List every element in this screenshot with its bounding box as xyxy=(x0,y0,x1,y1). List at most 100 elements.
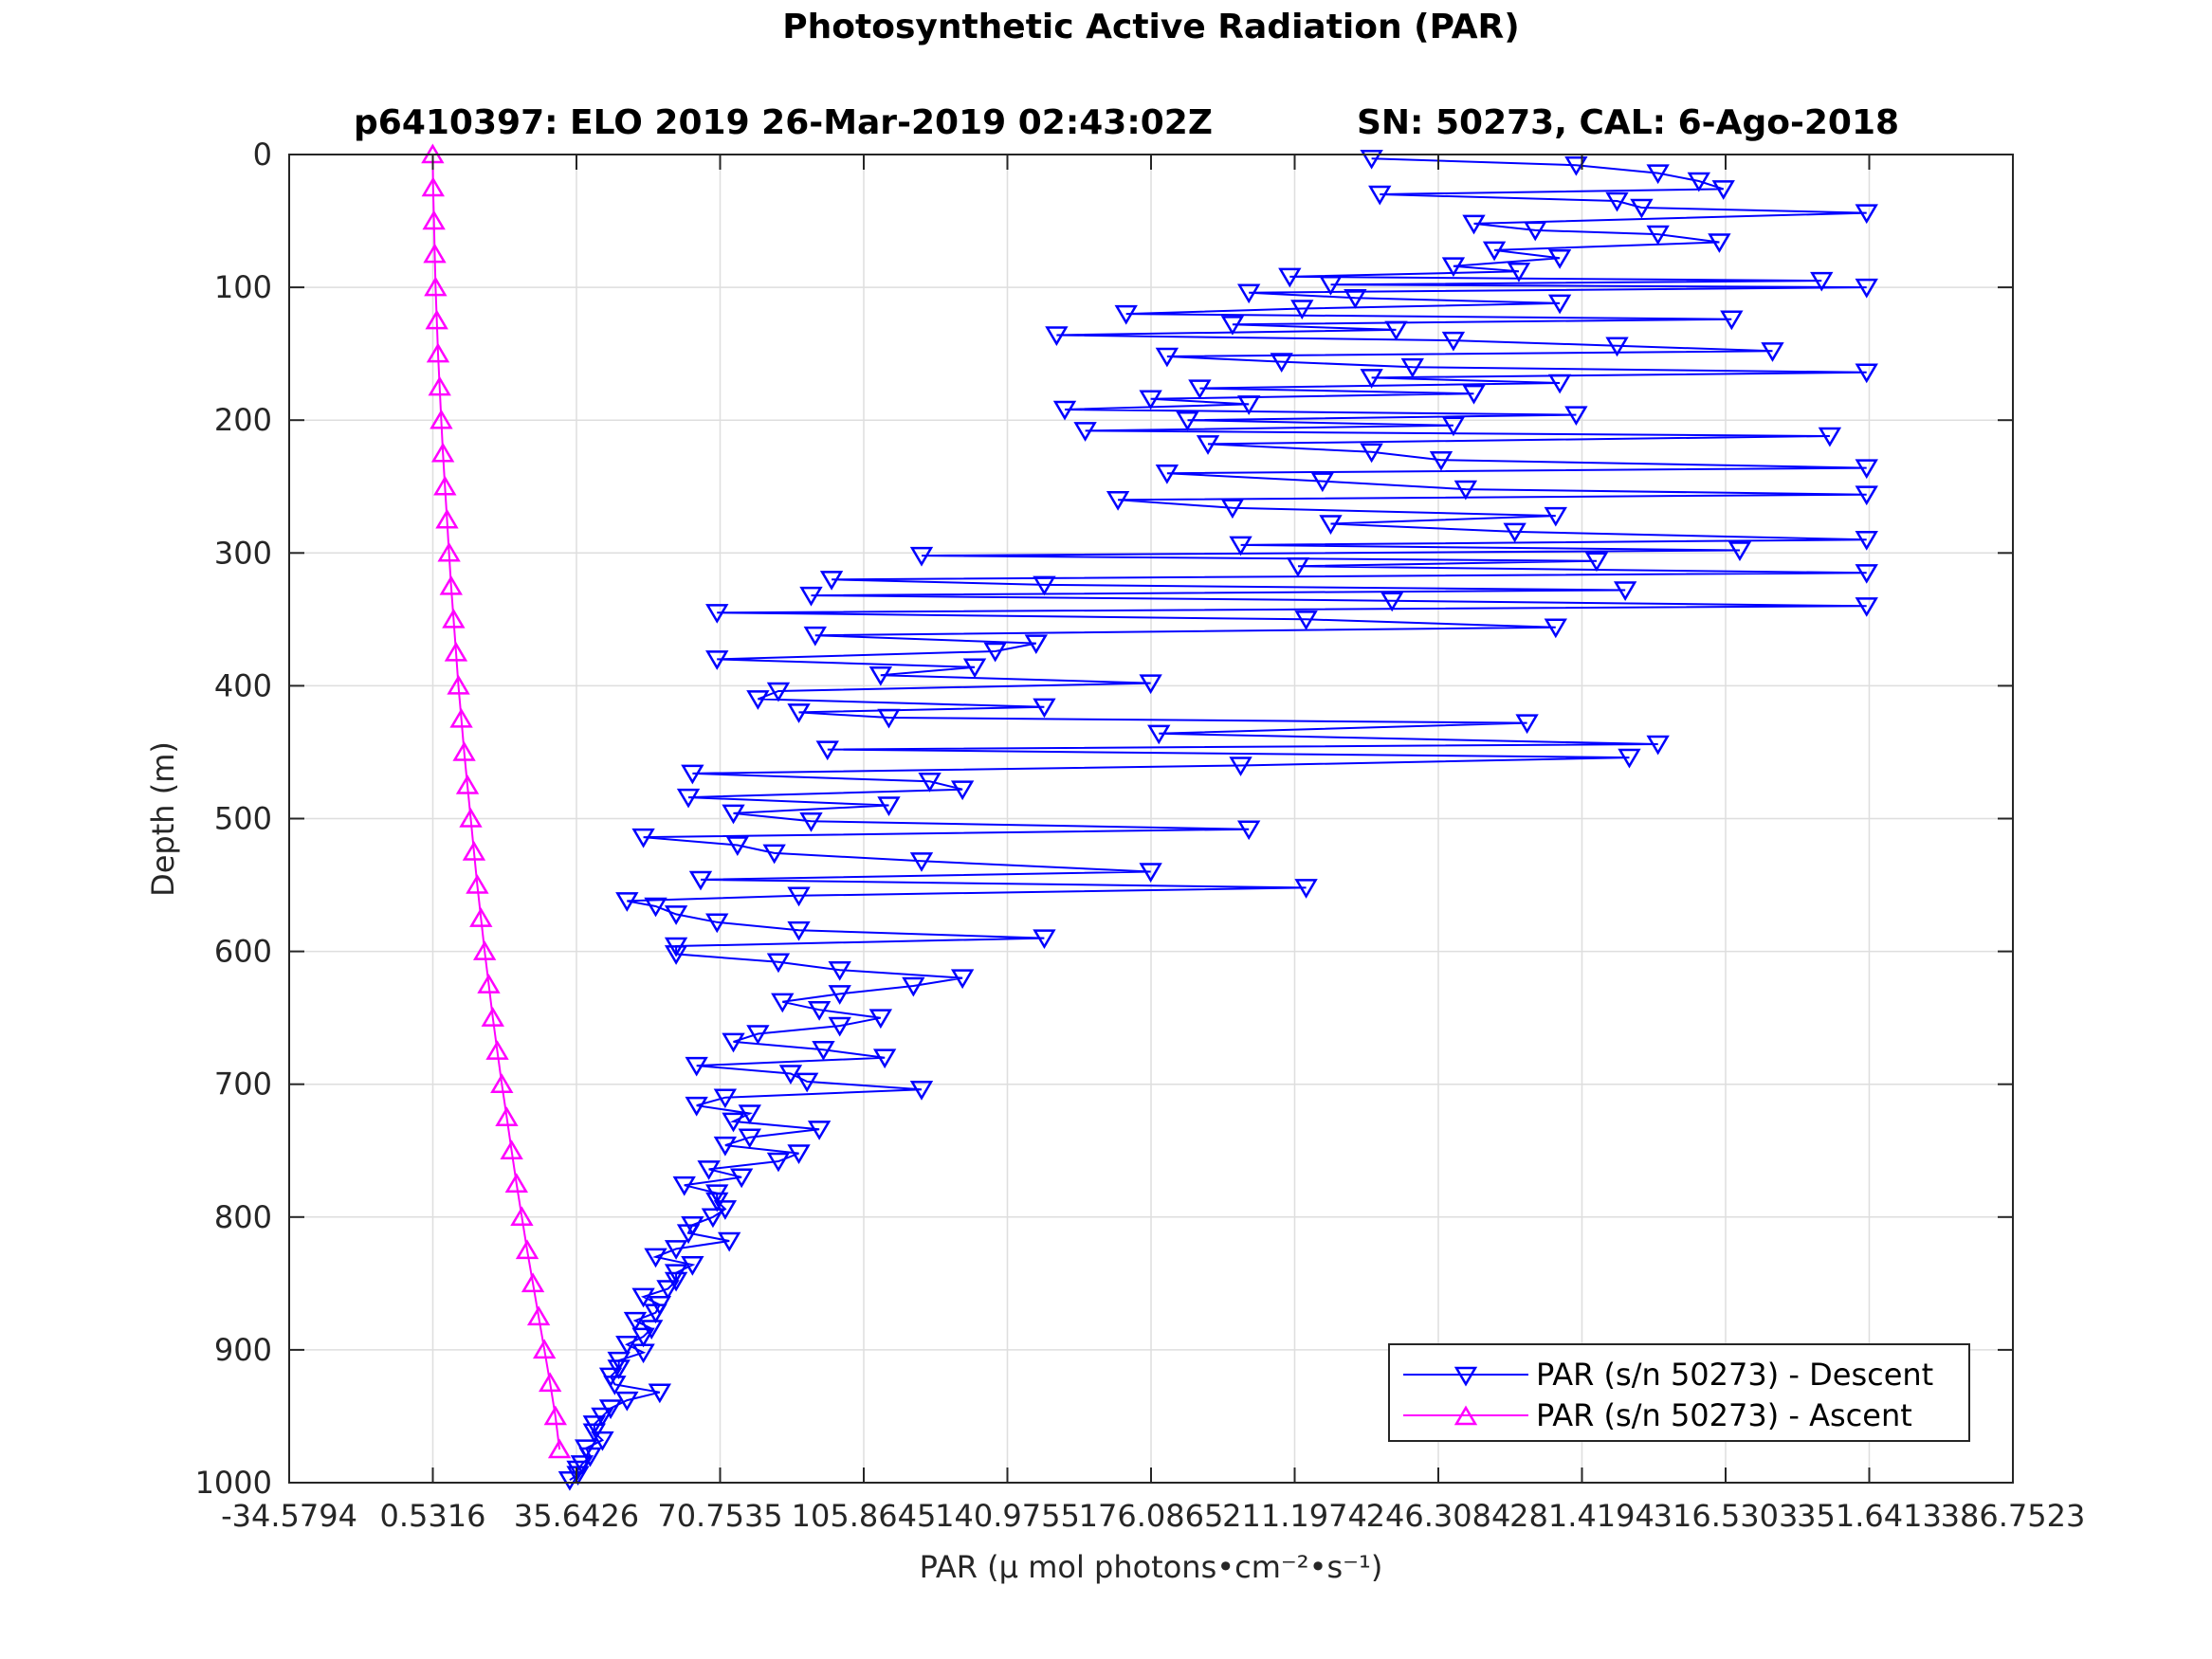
data-point-marker xyxy=(566,1466,590,1486)
data-point-marker xyxy=(738,1104,761,1124)
data-point-marker xyxy=(799,586,823,607)
data-point-marker xyxy=(812,1041,835,1061)
data-point-marker xyxy=(705,604,729,624)
chart-subtitle-right: SN: 50273, CAL: 6-Ago-2018 xyxy=(1357,103,1899,142)
data-point-marker xyxy=(1818,427,1842,447)
data-point-marker xyxy=(437,541,461,562)
data-point-marker xyxy=(1073,422,1097,442)
data-point-marker xyxy=(819,571,844,591)
x-tick-label: 316.5303 xyxy=(1654,1498,1799,1534)
data-point-marker xyxy=(722,1032,745,1053)
data-point-marker xyxy=(962,658,987,679)
data-point-marker xyxy=(444,641,468,662)
x-tick-label: 105.8645 xyxy=(792,1498,937,1534)
data-point-marker xyxy=(1270,353,1293,374)
data-point-marker xyxy=(1564,406,1588,427)
data-point-marker xyxy=(1319,515,1343,535)
data-point-marker xyxy=(442,608,466,629)
data-point-marker xyxy=(718,1231,741,1252)
data-point-marker xyxy=(664,1240,688,1260)
data-point-marker xyxy=(644,897,667,918)
legend-descent-marker xyxy=(1453,1366,1478,1387)
data-point-marker xyxy=(615,892,639,912)
data-point-marker xyxy=(1564,155,1588,176)
data-point-marker xyxy=(771,993,795,1013)
data-point-marker xyxy=(1139,390,1162,410)
x-tick-label: 211.1974 xyxy=(1222,1498,1367,1534)
chart-subtitle-left: p6410397: ELO 2019 26-Mar-2019 02:43:02Z xyxy=(354,103,1213,142)
data-point-marker xyxy=(1294,879,1318,899)
data-point-marker xyxy=(1155,347,1179,368)
data-point-marker xyxy=(1229,536,1252,556)
data-point-marker xyxy=(877,796,901,816)
data-point-marker xyxy=(664,945,688,965)
data-point-marker xyxy=(1033,575,1056,596)
data-point-marker xyxy=(1646,164,1670,185)
data-point-marker xyxy=(1547,294,1572,315)
data-point-marker xyxy=(950,969,975,990)
data-point-marker xyxy=(787,921,811,941)
data-point-marker xyxy=(615,1336,639,1356)
data-point-marker xyxy=(1728,541,1752,561)
ticks: -34.5794 0.5316 35.6426 70.7535 105.8645140.… xyxy=(195,137,2086,1534)
data-point-marker xyxy=(469,907,493,927)
data-point-marker xyxy=(1286,557,1310,577)
data-point-marker xyxy=(672,1176,696,1196)
data-point-marker xyxy=(1290,300,1314,319)
data-point-marker xyxy=(490,1073,514,1093)
series-descent xyxy=(558,149,1878,1491)
data-point-marker xyxy=(1360,369,1383,389)
data-point-marker xyxy=(787,1144,811,1165)
data-point-marker xyxy=(623,1311,648,1332)
data-point-marker xyxy=(877,708,901,729)
data-point-marker xyxy=(1310,472,1335,493)
data-point-marker xyxy=(421,176,445,197)
data-point-marker xyxy=(918,773,941,793)
data-point-marker xyxy=(435,508,459,529)
data-point-marker xyxy=(526,1305,551,1326)
data-point-marker xyxy=(504,1173,529,1194)
data-point-marker xyxy=(631,1287,655,1308)
legend-descent-label: PAR (s/n 50273) - Descent xyxy=(1536,1357,1933,1393)
data-point-marker xyxy=(1720,310,1744,331)
data-point-marker xyxy=(746,1025,770,1045)
x-tick-label: 35.6426 xyxy=(514,1498,639,1534)
data-point-marker xyxy=(1139,674,1162,695)
legend-ascent-marker xyxy=(1453,1405,1478,1426)
data-point-marker xyxy=(725,836,750,856)
data-point-marker xyxy=(462,841,486,861)
data-point-marker xyxy=(766,953,791,974)
data-point-marker xyxy=(1524,221,1547,242)
data-point-marker xyxy=(631,1327,655,1348)
data-point-marker xyxy=(1441,416,1466,437)
x-axis-label: PAR (μ mol photons•cm⁻²•s⁻¹) xyxy=(920,1549,1383,1585)
data-point-marker xyxy=(644,1304,667,1324)
data-point-marker xyxy=(539,1372,562,1393)
data-point-marker xyxy=(1507,263,1531,283)
data-point-marker xyxy=(1687,172,1711,192)
y-tick-label: 400 xyxy=(214,667,272,703)
data-point-marker xyxy=(1441,331,1466,352)
y-tick-label: 900 xyxy=(214,1332,272,1368)
data-point-marker xyxy=(778,1065,803,1085)
data-point-marker xyxy=(738,1128,761,1149)
data-point-marker xyxy=(1155,464,1179,484)
data-point-marker xyxy=(439,574,463,595)
data-point-marker xyxy=(547,1438,572,1459)
data-point-marker xyxy=(1855,597,1878,617)
data-point-marker xyxy=(1114,304,1138,325)
data-point-marker xyxy=(1236,283,1261,304)
data-point-marker xyxy=(676,788,701,809)
x-tick-label: 246.3084 xyxy=(1366,1498,1511,1534)
data-point-marker xyxy=(1344,289,1367,309)
data-point-marker xyxy=(1139,863,1162,884)
data-point-marker xyxy=(950,780,975,801)
y-tick-label: 500 xyxy=(214,801,272,837)
data-point-marker xyxy=(1810,271,1834,292)
data-point-marker xyxy=(685,1056,708,1077)
data-point-marker xyxy=(1236,395,1261,415)
data-point-marker xyxy=(1229,757,1252,776)
data-point-marker xyxy=(1462,384,1486,405)
data-point-marker xyxy=(1236,820,1261,841)
